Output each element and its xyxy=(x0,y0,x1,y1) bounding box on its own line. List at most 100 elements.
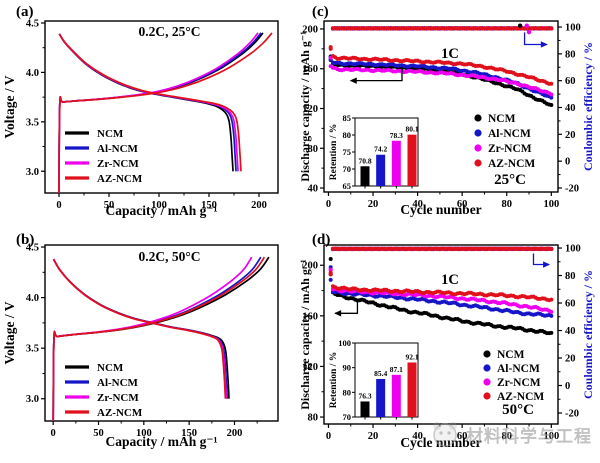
svg-text:Cycle number: Cycle number xyxy=(400,435,481,450)
svg-text:200: 200 xyxy=(251,200,267,211)
svg-text:Al-NCM: Al-NCM xyxy=(97,377,139,389)
svg-text:50: 50 xyxy=(104,200,115,211)
svg-text:100: 100 xyxy=(338,338,351,348)
panel-b-canvas: 0 50 100 150 200 3.0 3.5 4.0 4.5 NCM Al-NCM Zr-NCM A… xyxy=(2,232,279,449)
svg-text:0: 0 xyxy=(565,381,570,392)
svg-text:AZ-NCM: AZ-NCM xyxy=(97,407,143,419)
svg-text:60: 60 xyxy=(457,199,468,210)
svg-text:Voltage / V: Voltage / V xyxy=(2,75,17,138)
svg-text:Zr-NCM: Zr-NCM xyxy=(497,377,541,389)
svg-text:20: 20 xyxy=(565,130,576,141)
svg-text:90: 90 xyxy=(343,363,352,373)
svg-text:40: 40 xyxy=(412,431,423,442)
svg-text:Al-NCM: Al-NCM xyxy=(497,363,540,375)
svg-text:100: 100 xyxy=(543,199,559,210)
svg-text:80: 80 xyxy=(565,271,576,282)
svg-text:80: 80 xyxy=(308,144,319,155)
svg-text:Zr-NCM: Zr-NCM xyxy=(97,158,139,170)
svg-text:-20: -20 xyxy=(565,409,579,420)
svg-text:70: 70 xyxy=(343,164,352,174)
panel-a-charge-discharge-25c: 0 50 100 150 200 3.0 3.5 4.0 4.5 NCM Al-NCM Zr-NCM A… xyxy=(0,0,300,228)
svg-text:80: 80 xyxy=(565,49,576,60)
svg-text:Voltage / V: Voltage / V xyxy=(2,301,17,364)
svg-text:150: 150 xyxy=(181,428,197,439)
svg-text:20: 20 xyxy=(368,199,379,210)
panel-d-cycling-50c: 0 20 40 60 80 100 80 120 160 200 -20 0 20 40 60 80 100 NC… xyxy=(298,228,600,463)
svg-text:Coulombic efficiency / %: Coulombic efficiency / % xyxy=(581,42,595,171)
svg-text:(c): (c) xyxy=(312,4,329,20)
svg-text:20: 20 xyxy=(565,354,576,365)
svg-text:160: 160 xyxy=(302,311,318,322)
svg-text:0: 0 xyxy=(51,428,56,439)
svg-text:20: 20 xyxy=(368,431,379,442)
svg-text:70.8: 70.8 xyxy=(358,156,371,165)
svg-text:4.0: 4.0 xyxy=(26,293,39,304)
svg-text:(d): (d) xyxy=(312,232,330,248)
svg-text:150: 150 xyxy=(201,200,217,211)
svg-text:100: 100 xyxy=(136,428,152,439)
svg-text:200: 200 xyxy=(302,24,318,35)
svg-text:100: 100 xyxy=(565,23,581,34)
panel-b-charge-discharge-50c: 0 50 100 150 200 3.0 3.5 4.0 4.5 NCM Al-NCM Zr-NCM A… xyxy=(0,228,300,463)
svg-text:0: 0 xyxy=(565,157,570,168)
svg-text:4.5: 4.5 xyxy=(26,243,39,254)
svg-text:NCM: NCM xyxy=(97,362,124,374)
svg-text:3.0: 3.0 xyxy=(26,394,39,405)
svg-text:Zr-NCM: Zr-NCM xyxy=(97,392,139,404)
svg-text:80: 80 xyxy=(343,387,352,397)
svg-text:70: 70 xyxy=(343,412,352,422)
svg-text:60: 60 xyxy=(565,299,576,310)
svg-text:AZ-NCM: AZ-NCM xyxy=(497,391,544,403)
svg-text:0: 0 xyxy=(326,199,331,210)
svg-text:50°C: 50°C xyxy=(502,402,534,418)
svg-text:Discharge capacity / mAh g⁻¹: Discharge capacity / mAh g⁻¹ xyxy=(300,259,312,410)
svg-text:-20: -20 xyxy=(565,183,579,194)
svg-text:Cycle number: Cycle number xyxy=(400,202,481,217)
svg-text:160: 160 xyxy=(302,64,318,75)
svg-text:75: 75 xyxy=(343,147,352,157)
svg-text:60: 60 xyxy=(457,431,468,442)
svg-text:200: 200 xyxy=(302,261,318,272)
svg-text:0: 0 xyxy=(56,200,61,211)
svg-text:Discharge capacity / mAh g⁻¹: Discharge capacity / mAh g⁻¹ xyxy=(300,31,312,182)
svg-text:40: 40 xyxy=(565,326,576,337)
svg-text:Al-NCM: Al-NCM xyxy=(488,128,531,140)
svg-text:AZ-NCM: AZ-NCM xyxy=(488,158,535,170)
svg-text:85.4: 85.4 xyxy=(374,369,387,378)
svg-text:76.3: 76.3 xyxy=(358,391,371,400)
svg-text:80: 80 xyxy=(501,431,512,442)
panel-c-canvas: 0 20 40 60 80 100 40 80 120 160 200 -20 0 20 40 60 80 100… xyxy=(298,4,595,217)
svg-text:25°C: 25°C xyxy=(494,172,526,188)
svg-text:80: 80 xyxy=(308,413,319,424)
svg-text:1C: 1C xyxy=(441,46,459,62)
svg-text:Capacity / mAh g⁻¹: Capacity / mAh g⁻¹ xyxy=(105,434,217,449)
svg-text:NCM: NCM xyxy=(497,349,525,361)
svg-text:Retention / %: Retention / % xyxy=(329,124,339,180)
panel-a-canvas: 0 50 100 150 200 3.0 3.5 4.0 4.5 NCM Al-NCM Zr-NCM A… xyxy=(2,4,279,218)
svg-text:AZ-NCM: AZ-NCM xyxy=(97,173,143,185)
svg-text:Al-NCM: Al-NCM xyxy=(97,143,139,155)
svg-text:4.5: 4.5 xyxy=(26,18,39,29)
svg-text:80: 80 xyxy=(343,130,352,140)
svg-text:40: 40 xyxy=(308,184,319,195)
svg-text:120: 120 xyxy=(302,104,318,115)
svg-text:74.2: 74.2 xyxy=(374,145,387,154)
panel-c-cycling-25c: 0 20 40 60 80 100 40 80 120 160 200 -20 0 20 40 60 80 100… xyxy=(298,0,600,228)
svg-text:80.1: 80.1 xyxy=(405,125,418,134)
svg-text:Capacity / mAh g⁻¹: Capacity / mAh g⁻¹ xyxy=(105,203,217,218)
svg-text:92.1: 92.1 xyxy=(405,352,418,361)
svg-text:3.5: 3.5 xyxy=(26,117,39,128)
svg-text:120: 120 xyxy=(302,362,318,373)
svg-text:40: 40 xyxy=(412,199,423,210)
svg-text:80: 80 xyxy=(501,199,512,210)
svg-text:200: 200 xyxy=(227,428,243,439)
panel-d-canvas: 0 20 40 60 80 100 80 120 160 200 -20 0 20 40 60 80 100 NC… xyxy=(298,232,595,450)
svg-text:NCM: NCM xyxy=(97,128,124,140)
svg-text:4.0: 4.0 xyxy=(26,68,39,79)
svg-text:100: 100 xyxy=(151,200,167,211)
svg-text:50: 50 xyxy=(93,428,104,439)
svg-text:NCM: NCM xyxy=(488,113,516,125)
svg-text:(a): (a) xyxy=(16,4,34,20)
svg-text:87.1: 87.1 xyxy=(390,365,403,374)
svg-text:0.2C, 25°C: 0.2C, 25°C xyxy=(138,24,200,39)
